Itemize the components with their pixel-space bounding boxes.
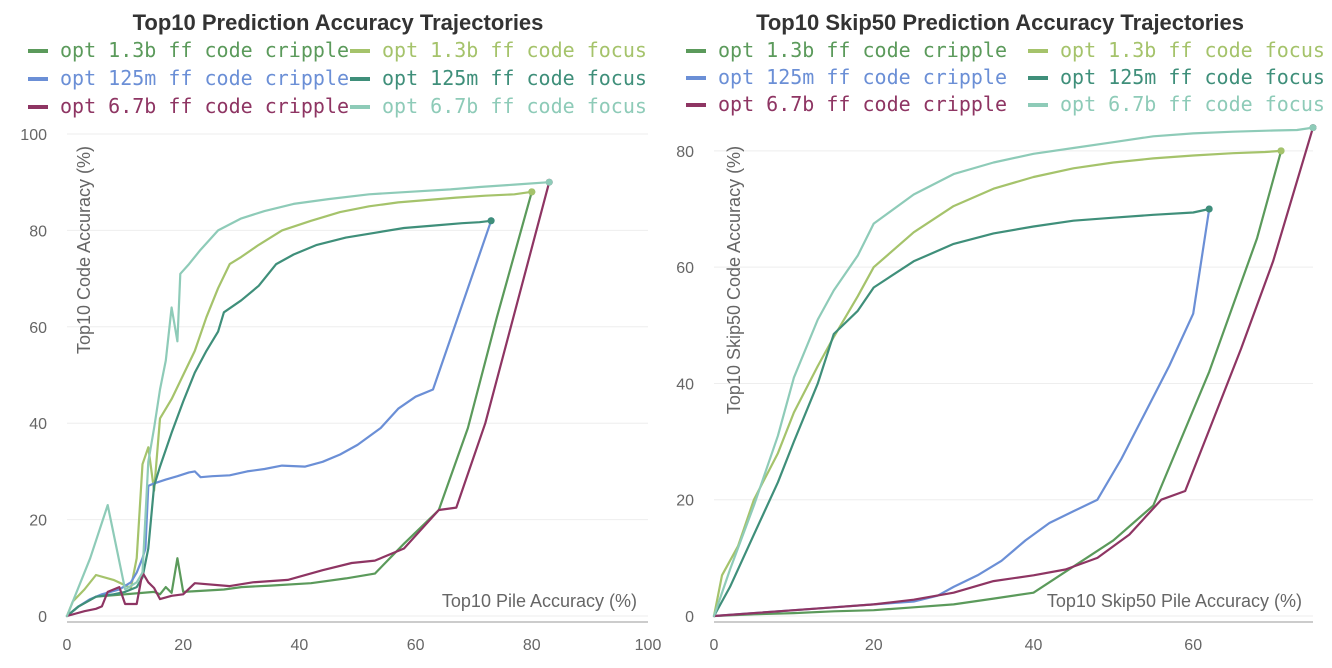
legend-label: opt 6.7b ff code cripple: [60, 94, 349, 118]
x-tick-label: 60: [1184, 637, 1202, 654]
y-tick-label: 40: [676, 376, 694, 393]
legend-item[interactable]: opt 6.7b ff code focus: [350, 94, 647, 118]
chart-title: Top10 Prediction Accuracy Trajectories: [133, 10, 544, 35]
y-tick-label: 0: [685, 609, 694, 626]
y-tick-label: 20: [676, 493, 694, 510]
series-line: [712, 149, 1283, 618]
legend-item[interactable]: opt 1.3b ff code cripple: [28, 38, 349, 62]
chart-panel-2: Top10 Skip50 Prediction Accuracy Traject…: [676, 10, 1325, 654]
legend-label: opt 1.3b ff code focus: [382, 38, 647, 62]
x-axis-label: Top10 Skip50 Pile Accuracy (%): [1047, 591, 1302, 611]
series-endpoint: [1205, 205, 1213, 213]
series-line: [712, 207, 1211, 618]
y-tick-label: 60: [676, 260, 694, 277]
series-line: [65, 219, 493, 618]
legend-item[interactable]: opt 6.7b ff code cripple: [686, 92, 1007, 116]
legend-label: opt 1.3b ff code cripple: [718, 38, 1007, 62]
y-tick-label: 80: [29, 223, 47, 240]
legend-item[interactable]: opt 125m ff code focus: [1028, 65, 1325, 89]
y-tick-label: 20: [29, 513, 47, 530]
y-tick-label: 40: [29, 416, 47, 433]
legend-item[interactable]: opt 6.7b ff code focus: [1028, 92, 1325, 116]
y-tick-label: 80: [676, 144, 694, 161]
x-tick-label: 40: [1025, 637, 1043, 654]
x-tick-label: 100: [635, 637, 662, 654]
x-axis-label: Top10 Pile Accuracy (%): [442, 591, 637, 611]
series-line: [65, 219, 493, 618]
legend-item[interactable]: opt 125m ff code cripple: [686, 65, 1007, 89]
series-endpoint: [528, 188, 536, 196]
legend-label: opt 1.3b ff code cripple: [60, 38, 349, 62]
series-line: [65, 190, 533, 618]
legend-label: opt 6.7b ff code focus: [382, 94, 647, 118]
legend-label: opt 6.7b ff code cripple: [718, 92, 1007, 116]
series-line: [712, 126, 1315, 618]
legend-item[interactable]: opt 1.3b ff code cripple: [686, 38, 1007, 62]
legend-label: opt 125m ff code focus: [1060, 65, 1325, 89]
chart-panel-1: Top10 Prediction Accuracy Trajectories op…: [20, 10, 661, 654]
legend-label: opt 125m ff code cripple: [60, 66, 349, 90]
x-tick-label: 20: [865, 637, 883, 654]
legend-label: opt 1.3b ff code focus: [1060, 38, 1325, 62]
x-tick-label: 80: [523, 637, 541, 654]
legend-item[interactable]: opt 125m ff code cripple: [28, 66, 349, 90]
chart-title: Top10 Skip50 Prediction Accuracy Traject…: [756, 10, 1244, 35]
legend-item[interactable]: opt 1.3b ff code focus: [350, 38, 647, 62]
x-tick-label: 0: [63, 637, 72, 654]
x-tick-label: 40: [291, 637, 309, 654]
x-tick-label: 0: [710, 637, 719, 654]
legend-item[interactable]: opt 1.3b ff code focus: [1028, 38, 1325, 62]
y-axis-label: Top10 Code Accuracy (%): [74, 146, 94, 354]
legend-label: opt 125m ff code cripple: [718, 65, 1007, 89]
legend-label: opt 125m ff code focus: [382, 66, 647, 90]
series-line: [65, 181, 551, 618]
y-tick-label: 100: [20, 127, 47, 144]
y-tick-label: 60: [29, 320, 47, 337]
legend-item[interactable]: opt 125m ff code focus: [350, 66, 647, 90]
x-tick-label: 60: [407, 637, 425, 654]
series-endpoint: [545, 178, 553, 186]
series-line: [712, 207, 1211, 618]
y-tick-label: 0: [38, 609, 47, 626]
series-endpoint: [487, 217, 495, 225]
series-line: [712, 126, 1315, 618]
series-endpoint: [1277, 147, 1285, 155]
y-axis-label: Top10 Skip50 Code Accuracy (%): [724, 146, 744, 414]
legend-item[interactable]: opt 6.7b ff code cripple: [28, 94, 349, 118]
x-tick-label: 20: [174, 637, 192, 654]
series-endpoint: [1309, 124, 1317, 132]
series-line: [65, 181, 551, 618]
legend-label: opt 6.7b ff code focus: [1060, 92, 1325, 116]
